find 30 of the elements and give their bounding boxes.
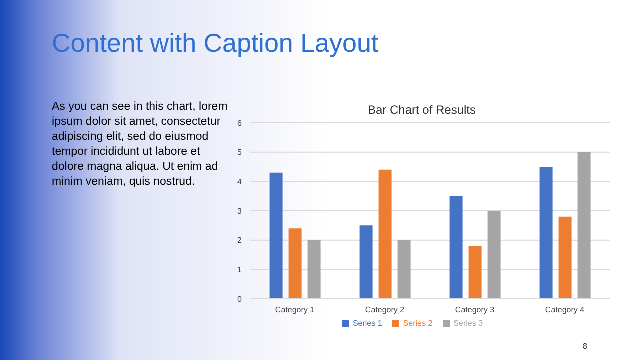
y-tick-label: 1 <box>238 266 243 275</box>
y-tick-label: 5 <box>238 148 243 158</box>
y-tick-label: 4 <box>238 178 243 187</box>
x-tick-label: Category 4 <box>545 306 586 315</box>
bar <box>308 240 321 299</box>
x-tick-label: Category 3 <box>455 306 496 315</box>
bar <box>378 170 392 299</box>
x-tick-label: Category 2 <box>365 306 406 315</box>
bar <box>488 211 501 299</box>
text: As you can see in this chart, lorem ipsum dolor sit amet, consectetur adipiscing elit, sed do eiusmod tempor incididunt ut labore et dolore magna aliqua. Ut enim ad minim veniam, quis nostrud. <box>52 100 229 190</box>
chart-subtitle: Bar Chart of Results <box>366 103 478 117</box>
y-tick-label: 6 <box>238 118 243 128</box>
bar <box>578 152 591 299</box>
x-tick-label: Category 1 <box>275 306 316 315</box>
legend-label: Series 1 <box>352 319 382 328</box>
legend-label: Series 3 <box>454 319 484 328</box>
bar <box>270 172 283 299</box>
bar <box>360 226 373 299</box>
bar <box>288 228 302 299</box>
y-tick-label: 0 <box>238 294 243 304</box>
bar <box>540 167 553 299</box>
bar <box>558 216 572 299</box>
y-tick-label: 2 <box>238 236 243 246</box>
bar <box>398 240 411 299</box>
chart-title: Content with Caption Layout <box>52 28 379 59</box>
bar <box>450 196 463 299</box>
legend-label: Series 2 <box>403 319 433 328</box>
bar <box>468 246 482 299</box>
text: 8 <box>583 342 588 351</box>
y-tick-label: 3 <box>238 206 243 216</box>
